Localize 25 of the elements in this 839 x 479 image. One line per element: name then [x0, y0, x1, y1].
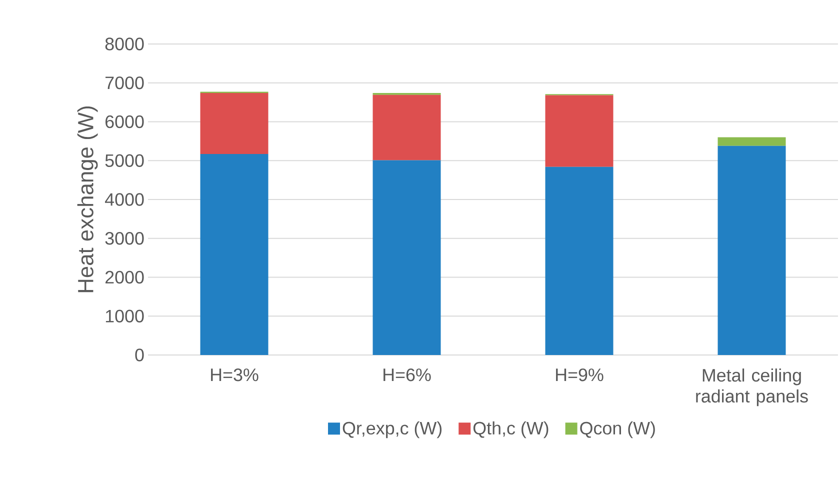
y-tick-label: 2000: [106, 270, 144, 284]
bar: [545, 95, 614, 167]
legend-label: Qth,c (W): [473, 421, 548, 438]
x-tick-label: H=6%: [384, 368, 431, 382]
y-axis-title: Heat exchange (W): [77, 106, 98, 292]
y-tick-label: 1000: [106, 310, 144, 322]
bar: [718, 146, 786, 355]
y-tick-label: 3000: [105, 232, 144, 245]
y-tick-label: 0: [135, 348, 144, 362]
bar: [372, 160, 441, 355]
bar: [200, 154, 268, 355]
x-tick-label: Metal ceiling radiant panels: [696, 368, 808, 406]
y-tick-label: 8000: [105, 38, 144, 50]
legend-label: Qcon (W): [580, 421, 655, 438]
y-tick-label: 6000: [106, 115, 144, 128]
x-tick-label: H=3%: [211, 368, 258, 382]
bar: [200, 92, 268, 154]
bar: [718, 137, 786, 146]
y-tick-label: 7000: [106, 76, 144, 90]
y-tick-label: 4000: [105, 193, 144, 206]
bar: [372, 94, 441, 160]
y-tick-label: 5000: [105, 154, 144, 167]
bar: [545, 166, 614, 355]
legend-label: Qr,exp,c (W): [342, 421, 442, 438]
x-tick-label: H=9%: [556, 368, 604, 382]
